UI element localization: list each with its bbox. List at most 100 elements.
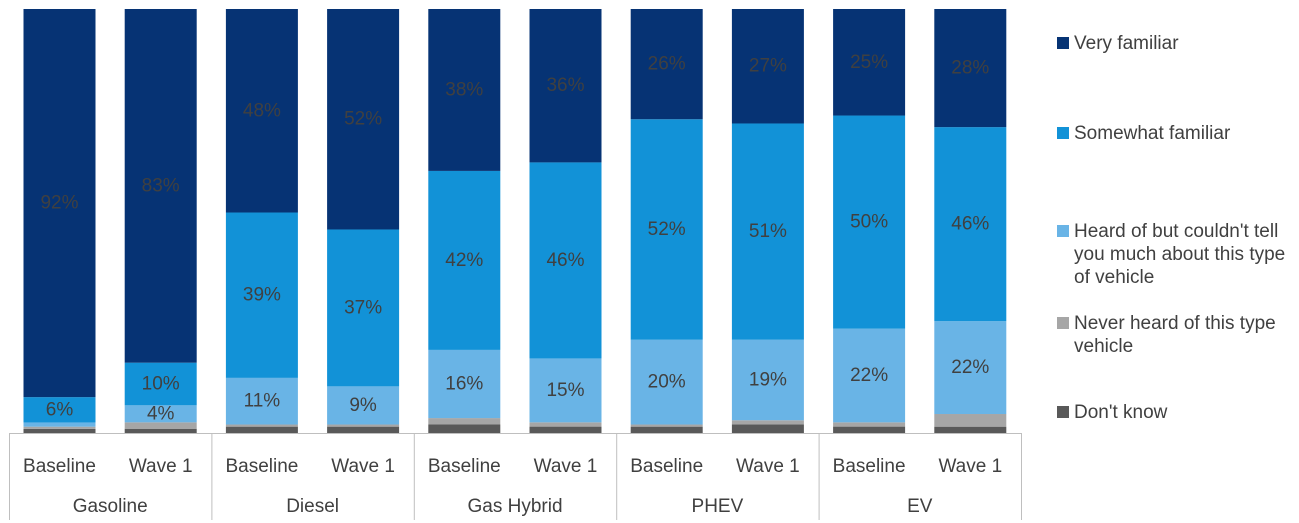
bar-segment-heard-of-but-couldn-t-tell-you-much-about-this-type-of-vehicle xyxy=(833,328,906,423)
bar-segment-never-heard-of-this-type-vehicle xyxy=(428,418,501,425)
legend-label-never-heard: Never heard of this type vehicle xyxy=(1074,313,1276,357)
bar-segment-never-heard-of-this-type-vehicle xyxy=(934,414,1007,427)
bar-segment-very-familiar xyxy=(124,9,197,363)
legend-label-dont-know: Don't know xyxy=(1074,402,1168,423)
bar-segment-somewhat-familiar xyxy=(934,127,1007,322)
bar-segment-somewhat-familiar xyxy=(833,115,906,329)
data-label: 37% xyxy=(344,297,382,318)
bar-segment-never-heard-of-this-type-vehicle xyxy=(225,424,298,427)
bar-segment-heard-of-but-couldn-t-tell-you-much-about-this-type-of-vehicle xyxy=(327,386,400,425)
legend-item-never-heard: Never heard of this type vehicle xyxy=(1057,312,1299,358)
data-label: 28% xyxy=(951,58,989,79)
bar-segment-heard-of-but-couldn-t-tell-you-much-about-this-type-of-vehicle xyxy=(731,339,804,421)
stacked-bar-chart: 6% 92% 4% 10% 83% 11% 39% 48% 9% 37% 52% 16% 42% 38% 1… xyxy=(9,9,1022,520)
x-group-label: Gasoline xyxy=(73,496,148,517)
legend-label-heard-of: Heard of but couldn't tell you much abou… xyxy=(1074,221,1286,288)
bar-segment-somewhat-familiar xyxy=(327,229,400,387)
bar-segment-don-t-know xyxy=(934,426,1007,433)
x-tick-label: Baseline xyxy=(630,456,703,477)
bar-segment-somewhat-familiar xyxy=(428,170,501,350)
x-tick-label: Baseline xyxy=(225,456,298,477)
data-label: 36% xyxy=(546,75,584,96)
bar-segment-don-t-know xyxy=(23,428,96,433)
x-group-label: Diesel xyxy=(286,496,339,517)
legend-item-dont-know: Don't know xyxy=(1057,401,1299,424)
x-tick-label: Wave 1 xyxy=(938,456,1002,477)
legend-item-heard-of: Heard of but couldn't tell you much abou… xyxy=(1057,220,1299,289)
data-label: 20% xyxy=(648,372,686,393)
data-label: 16% xyxy=(445,373,483,394)
data-label: 22% xyxy=(850,365,888,386)
bar-segment-heard-of-but-couldn-t-tell-you-much-about-this-type-of-vehicle xyxy=(23,422,96,427)
x-tick-label: Wave 1 xyxy=(331,456,395,477)
data-label: 9% xyxy=(349,395,377,416)
data-label: 83% xyxy=(142,175,180,196)
legend-swatch-somewhat-familiar xyxy=(1057,127,1069,139)
data-label: 6% xyxy=(46,399,74,420)
x-tick-label: Baseline xyxy=(428,456,501,477)
bar-segment-never-heard-of-this-type-vehicle xyxy=(124,422,197,429)
bar-segment-never-heard-of-this-type-vehicle xyxy=(630,424,703,427)
x-tick-label: Baseline xyxy=(833,456,906,477)
bar-segment-heard-of-but-couldn-t-tell-you-much-about-this-type-of-vehicle xyxy=(630,339,703,425)
bar-segment-somewhat-familiar xyxy=(529,162,602,359)
data-label: 38% xyxy=(445,79,483,100)
data-label: 92% xyxy=(40,193,78,214)
legend-label-very-familiar: Very familiar xyxy=(1074,33,1179,54)
x-group-label: EV xyxy=(907,496,933,517)
data-label: 10% xyxy=(142,373,180,394)
data-label: 42% xyxy=(445,250,483,271)
legend-item-very-familiar: Very familiar xyxy=(1057,32,1299,55)
bar-segment-very-familiar xyxy=(428,9,501,171)
legend-swatch-dont-know xyxy=(1057,406,1069,418)
bar-segment-don-t-know xyxy=(833,426,906,433)
bar-segment-never-heard-of-this-type-vehicle xyxy=(529,422,602,427)
bar-segment-very-familiar xyxy=(833,9,906,116)
bar-segment-don-t-know xyxy=(327,426,400,433)
data-label: 4% xyxy=(147,403,175,424)
data-label: 39% xyxy=(243,285,281,306)
data-label: 25% xyxy=(850,52,888,73)
bar-segment-never-heard-of-this-type-vehicle xyxy=(833,422,906,427)
bar-segment-very-familiar xyxy=(731,9,804,124)
data-label: 19% xyxy=(749,370,787,391)
data-label: 27% xyxy=(749,56,787,77)
bar-segment-don-t-know xyxy=(731,424,804,433)
bar-segment-heard-of-but-couldn-t-tell-you-much-about-this-type-of-vehicle xyxy=(428,349,501,419)
data-label: 48% xyxy=(243,100,281,121)
data-label: 15% xyxy=(546,380,584,401)
bar-segment-very-familiar xyxy=(630,9,703,120)
data-label: 11% xyxy=(244,391,281,412)
bar-segment-somewhat-familiar xyxy=(630,119,703,340)
bar-segment-very-familiar xyxy=(529,9,602,163)
data-label: 22% xyxy=(951,357,989,378)
bar-segment-never-heard-of-this-type-vehicle xyxy=(327,424,400,427)
bar-segment-very-familiar xyxy=(23,9,96,398)
bar-segment-somewhat-familiar xyxy=(124,362,197,406)
data-label: 26% xyxy=(648,54,686,75)
bar-segment-somewhat-familiar xyxy=(23,397,96,423)
legend-swatch-very-familiar xyxy=(1057,37,1069,49)
data-label: 51% xyxy=(749,221,787,242)
data-label: 46% xyxy=(951,214,989,235)
data-label: 52% xyxy=(648,219,686,240)
x-group-label: PHEV xyxy=(692,496,744,517)
x-tick-label: Wave 1 xyxy=(534,456,598,477)
bar-segment-somewhat-familiar xyxy=(225,212,298,378)
bar-segment-very-familiar xyxy=(327,9,400,230)
data-label: 52% xyxy=(344,109,382,130)
data-label: 46% xyxy=(546,250,584,271)
x-group-label: Gas Hybrid xyxy=(467,496,562,517)
bar-segment-don-t-know xyxy=(428,424,501,433)
legend-item-somewhat-familiar: Somewhat familiar xyxy=(1057,122,1299,145)
bar-segment-heard-of-but-couldn-t-tell-you-much-about-this-type-of-vehicle xyxy=(529,358,602,423)
bar-segment-don-t-know xyxy=(225,426,298,433)
bar-segment-heard-of-but-couldn-t-tell-you-much-about-this-type-of-vehicle xyxy=(934,321,1007,415)
legend-swatch-never-heard xyxy=(1057,317,1069,329)
bar-segment-heard-of-but-couldn-t-tell-you-much-about-this-type-of-vehicle xyxy=(124,405,197,423)
legend-swatch-heard-of xyxy=(1057,225,1069,237)
bar-segment-don-t-know xyxy=(630,426,703,433)
x-tick-label: Wave 1 xyxy=(129,456,193,477)
data-label: 50% xyxy=(850,212,888,233)
bar-segment-never-heard-of-this-type-vehicle xyxy=(23,426,96,429)
